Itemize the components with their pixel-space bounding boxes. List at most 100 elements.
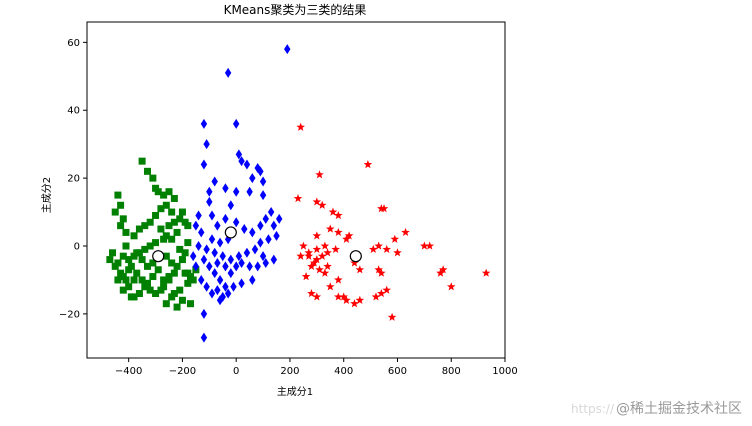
series-square: [106, 157, 200, 311]
data-point: [170, 218, 178, 226]
centroid-marker: [224, 226, 237, 239]
data-point: [251, 244, 259, 255]
data-point: [238, 156, 245, 167]
x-tick-label: 400: [334, 366, 353, 377]
data-point: [296, 122, 305, 131]
x-tick-label: 1000: [492, 366, 517, 377]
data-point: [125, 256, 133, 264]
data-point: [162, 252, 170, 260]
data-point: [111, 208, 119, 216]
data-point: [168, 259, 176, 267]
data-point: [208, 234, 216, 245]
data-point: [192, 261, 200, 272]
data-point: [127, 293, 135, 301]
data-point: [304, 251, 314, 260]
data-point: [323, 261, 332, 270]
chart-title: KMeans聚类为三类的结果: [224, 2, 367, 17]
data-point: [257, 237, 264, 248]
data-point: [117, 201, 125, 209]
y-tick-label: 60: [67, 38, 80, 49]
data-point: [312, 292, 322, 301]
centroids: [152, 226, 362, 263]
data-point: [146, 218, 154, 226]
data-point: [122, 228, 130, 236]
data-point: [355, 265, 365, 274]
data-point: [143, 262, 151, 270]
data-point: [184, 222, 192, 230]
data-point: [328, 207, 338, 216]
data-point: [235, 149, 243, 160]
data-point: [296, 251, 305, 260]
watermark-url: https://: [570, 402, 614, 416]
data-point: [198, 274, 205, 285]
data-point: [270, 220, 278, 231]
data-point: [342, 234, 351, 243]
data-point: [249, 173, 256, 184]
watermark: https://@稀土掘金技术社区: [571, 398, 742, 418]
data-point: [165, 273, 173, 281]
data-point: [130, 232, 138, 240]
centroid-marker: [349, 250, 362, 263]
data-point: [377, 268, 386, 277]
data-point: [143, 167, 151, 175]
x-axis: −400 −200 0 200 400 600 800 1000: [115, 358, 518, 377]
data-point: [246, 261, 253, 272]
data-point: [312, 197, 322, 206]
data-point: [334, 292, 343, 301]
data-point: [203, 281, 210, 292]
data-point: [254, 261, 261, 272]
data-point: [168, 208, 176, 216]
data-point: [119, 215, 127, 223]
series-diamond: [189, 44, 291, 343]
x-tick-label: −400: [115, 366, 142, 377]
data-point: [224, 67, 232, 78]
y-tick-label: 20: [67, 174, 80, 185]
data-point: [114, 191, 122, 199]
data-point: [214, 285, 221, 296]
watermark-text: @稀土掘金技术社区: [616, 401, 742, 417]
data-point: [246, 186, 253, 197]
data-point: [232, 261, 240, 272]
data-point: [257, 220, 264, 231]
data-point: [211, 176, 218, 187]
data-point: [214, 220, 221, 231]
data-point: [208, 210, 216, 221]
data-point: [390, 234, 400, 243]
data-point: [222, 213, 229, 224]
data-point: [149, 174, 157, 182]
data-point: [369, 244, 378, 254]
data-point: [238, 257, 245, 268]
data-point: [377, 289, 386, 298]
data-point: [200, 308, 208, 319]
data-point: [162, 300, 170, 308]
data-point: [162, 201, 170, 209]
data-point: [325, 282, 335, 291]
data-point: [222, 183, 229, 194]
data-point: [200, 332, 208, 343]
data-point: [189, 251, 197, 262]
data-point: [206, 261, 213, 272]
data-point: [270, 254, 278, 265]
data-point: [249, 227, 256, 238]
data-point: [178, 208, 186, 216]
data-point: [312, 244, 322, 254]
data-point: [173, 303, 181, 311]
data-point: [227, 200, 235, 211]
data-point: [325, 224, 335, 233]
data-point: [293, 193, 303, 203]
centroid-marker: [152, 250, 165, 263]
data-point: [181, 249, 189, 257]
data-point: [119, 252, 127, 260]
data-point: [339, 292, 348, 301]
data-point: [355, 295, 365, 304]
data-point: [382, 285, 391, 294]
data-point: [227, 268, 235, 279]
data-point: [227, 254, 235, 265]
data-point: [122, 242, 130, 250]
data-point: [133, 249, 141, 257]
data-point: [216, 295, 224, 306]
data-point: [138, 256, 146, 264]
data-point: [222, 261, 229, 272]
data-point: [309, 258, 319, 267]
data-point: [203, 244, 210, 255]
